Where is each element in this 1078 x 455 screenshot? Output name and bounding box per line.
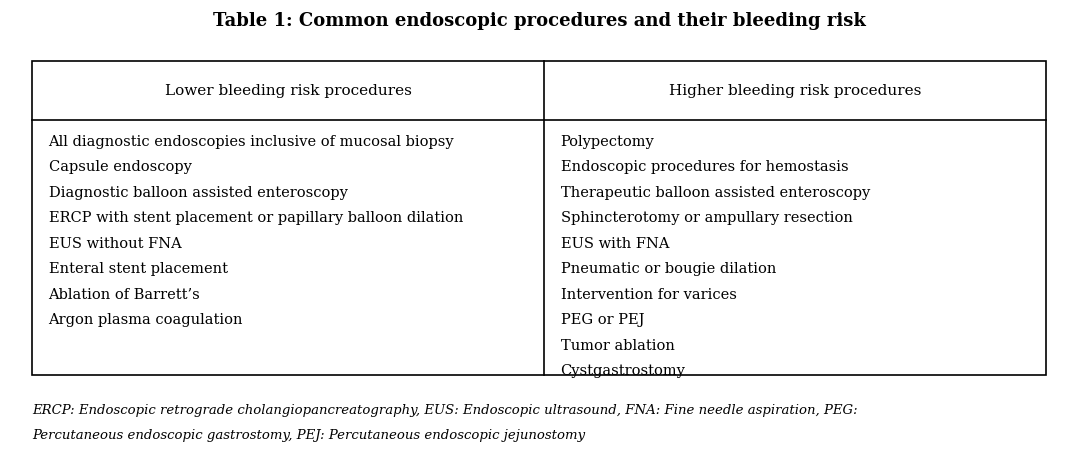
Text: Polypectomy: Polypectomy bbox=[561, 134, 654, 148]
Text: Percutaneous endoscopic gastrostomy, PEJ: Percutaneous endoscopic jejunostomy: Percutaneous endoscopic gastrostomy, PEJ… bbox=[32, 428, 585, 441]
Text: Enteral stent placement: Enteral stent placement bbox=[49, 262, 227, 276]
Text: Higher bleeding risk procedures: Higher bleeding risk procedures bbox=[668, 84, 922, 98]
Text: Intervention for varices: Intervention for varices bbox=[561, 287, 736, 301]
Text: Tumor ablation: Tumor ablation bbox=[561, 338, 675, 352]
Text: Endoscopic procedures for hemostasis: Endoscopic procedures for hemostasis bbox=[561, 160, 848, 174]
Text: Sphincterotomy or ampullary resection: Sphincterotomy or ampullary resection bbox=[561, 211, 853, 225]
Text: Therapeutic balloon assisted enteroscopy: Therapeutic balloon assisted enteroscopy bbox=[561, 185, 870, 199]
Text: Ablation of Barrett’s: Ablation of Barrett’s bbox=[49, 287, 201, 301]
Text: EUS without FNA: EUS without FNA bbox=[49, 236, 181, 250]
Text: ERCP: Endoscopic retrograde cholangiopancreatography, EUS: Endoscopic ultrasound: ERCP: Endoscopic retrograde cholangiopan… bbox=[32, 403, 858, 416]
Text: Cystgastrostomy: Cystgastrostomy bbox=[561, 364, 686, 378]
Text: Argon plasma coagulation: Argon plasma coagulation bbox=[49, 313, 243, 327]
Text: All diagnostic endoscopies inclusive of mucosal biopsy: All diagnostic endoscopies inclusive of … bbox=[49, 134, 454, 148]
Text: Diagnostic balloon assisted enteroscopy: Diagnostic balloon assisted enteroscopy bbox=[49, 185, 347, 199]
Text: ERCP with stent placement or papillary balloon dilation: ERCP with stent placement or papillary b… bbox=[49, 211, 462, 225]
Text: Pneumatic or bougie dilation: Pneumatic or bougie dilation bbox=[561, 262, 776, 276]
Text: Capsule endoscopy: Capsule endoscopy bbox=[49, 160, 192, 174]
Text: PEG or PEJ: PEG or PEJ bbox=[561, 313, 644, 327]
Text: Lower bleeding risk procedures: Lower bleeding risk procedures bbox=[165, 84, 412, 98]
Text: EUS with FNA: EUS with FNA bbox=[561, 236, 669, 250]
Text: Table 1: Common endoscopic procedures and their bleeding risk: Table 1: Common endoscopic procedures an… bbox=[212, 11, 866, 30]
